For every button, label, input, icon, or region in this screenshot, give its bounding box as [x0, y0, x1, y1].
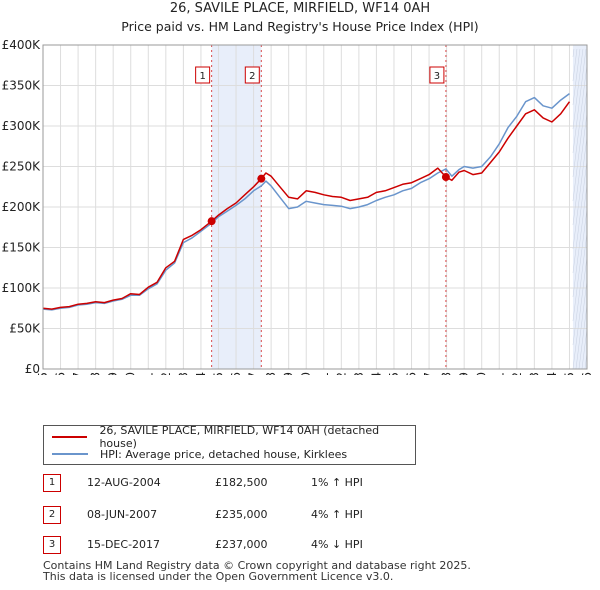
y-tick-label: £150K	[2, 241, 42, 255]
y-tick-label: £0	[25, 362, 40, 375]
legend-label-property: 26, SAVILE PLACE, MIRFIELD, WF14 0AH (de…	[99, 424, 380, 450]
x-tick-label: 2005	[211, 372, 225, 375]
x-tick-label: 2025	[562, 372, 576, 375]
x-tick-label: 2014	[369, 372, 383, 375]
hatch-line	[572, 48, 587, 154]
transaction-hpi-diff: 4% ↓ HPI	[311, 538, 363, 551]
table-row: 2 08-JUN-2007 £235,000 4% ↑ HPI	[43, 506, 563, 524]
x-tick-label: 2001	[141, 372, 155, 375]
footer-line-1: Contains HM Land Registry data © Crown c…	[43, 559, 471, 572]
sale-badge-label: 3	[434, 71, 440, 82]
price-chart: 1 2 3 £0 £50K £100K £150K £200K £250K £300K £350K £…	[2, 38, 594, 375]
x-tick-label: 2017	[422, 372, 436, 375]
hatch-line	[572, 208, 588, 322]
sale-badge-box	[429, 66, 445, 84]
chart-subtitle: Price paid vs. HM Land Registry's House …	[121, 19, 479, 34]
transaction-date: 15-DEC-2017	[87, 538, 161, 551]
hatch-line	[572, 48, 581, 106]
y-tick-label: £100K	[2, 281, 42, 295]
transaction-hpi-diff: 4% ↑ HPI	[311, 508, 363, 521]
hatch-line	[575, 280, 588, 370]
x-tick-label: 2010	[299, 372, 313, 375]
footer-attribution: Contains HM Land Registry data © Crown c…	[43, 560, 471, 582]
x-tick-label: 2016	[405, 372, 419, 375]
x-tick-label: 2026	[580, 372, 594, 375]
legend-item-hpi: HPI: Average price, detached house, Kirk…	[52, 446, 347, 462]
sale-badge-box	[244, 66, 260, 84]
footer-line-2: This data is licensed under the Open Gov…	[43, 570, 394, 583]
hatch-line	[572, 88, 588, 202]
x-tick-label: 2023	[527, 372, 541, 375]
sale-badge-box	[195, 66, 211, 84]
legend-label-hpi: HPI: Average price, detached house, Kirk…	[100, 447, 348, 461]
x-tick-label: 2003	[176, 372, 190, 375]
x-tick-label: 2007	[247, 372, 261, 375]
hatch-line	[572, 136, 588, 250]
hatch-line	[572, 232, 588, 346]
hatch-line	[572, 112, 588, 226]
x-tick-label: 2002	[159, 372, 173, 375]
x-tick-label: 1997	[71, 372, 85, 375]
x-tick-label: 2018	[440, 372, 454, 375]
x-tick-label: 2006	[229, 372, 243, 375]
transaction-price: £237,000	[215, 538, 268, 551]
hatch-line	[572, 256, 588, 370]
plot-frame	[42, 44, 588, 370]
hatch-line	[572, 48, 578, 82]
hatch-line	[581, 328, 588, 370]
y-tick-label: £300K	[2, 119, 42, 133]
transaction-number-badge: 3	[43, 536, 61, 554]
x-tick-label: 2012	[334, 372, 348, 375]
x-tick-label: 2015	[387, 372, 401, 375]
y-tick-label: £350K	[2, 79, 42, 93]
x-tick-label: 1996	[54, 372, 68, 375]
chart-title: 26, SAVILE PLACE, MIRFIELD, WF14 0AH	[169, 1, 431, 16]
sale-point	[207, 217, 216, 226]
hatch-line	[572, 160, 588, 274]
legend-item-property: 26, SAVILE PLACE, MIRFIELD, WF14 0AH (de…	[52, 424, 415, 450]
x-tick-label: 1999	[106, 372, 120, 375]
series-line-property	[42, 101, 571, 310]
legend-swatch-property	[52, 436, 88, 438]
x-tick-label: 1995	[36, 372, 50, 375]
sale-point	[441, 173, 450, 182]
transaction-price: £235,000	[215, 508, 268, 521]
y-tick-label: £400K	[2, 38, 42, 52]
hatch-line	[578, 304, 588, 370]
sale-point	[257, 174, 266, 183]
table-row: 3 15-DEC-2017 £237,000 4% ↓ HPI	[43, 536, 563, 554]
legend-swatch-hpi	[52, 453, 88, 455]
transaction-price: £182,500	[215, 476, 268, 489]
transaction-number-badge: 2	[43, 506, 61, 524]
y-tick-label: £200K	[2, 200, 42, 214]
x-tick-label: 2019	[457, 372, 471, 375]
x-tick-label: 2004	[194, 372, 208, 375]
hatch-line	[572, 48, 584, 130]
x-tick-label: 2024	[545, 372, 559, 375]
y-tick-label: £50K	[9, 322, 41, 336]
hatch-line	[572, 64, 588, 178]
transaction-hpi-diff: 1% ↑ HPI	[311, 476, 363, 489]
table-row: 1 12-AUG-2004 £182,500 1% ↑ HPI	[43, 474, 563, 492]
transaction-date: 12-AUG-2004	[87, 476, 161, 489]
x-tick-label: 2022	[510, 372, 524, 375]
hatch-line	[572, 184, 588, 298]
x-tick-label: 2008	[264, 372, 278, 375]
x-tick-label: 2009	[282, 372, 296, 375]
transaction-date: 08-JUN-2007	[87, 508, 158, 521]
x-tick-label: 1998	[89, 372, 103, 375]
x-tick-label: 2000	[124, 372, 138, 375]
y-tick-label: £250K	[2, 160, 42, 174]
sale-badge-label: 2	[249, 71, 255, 82]
series-line-hpi	[42, 92, 570, 311]
x-tick-label: 2020	[475, 372, 489, 375]
x-tick-label: 2021	[492, 372, 506, 375]
sale-badge-label: 1	[199, 71, 205, 82]
x-tick-label: 2013	[352, 372, 366, 375]
x-tick-label: 2011	[317, 372, 331, 375]
transaction-number-badge: 1	[43, 474, 61, 492]
hatch-line	[572, 48, 575, 58]
chart-legend: 26, SAVILE PLACE, MIRFIELD, WF14 0AH (de…	[43, 424, 416, 465]
